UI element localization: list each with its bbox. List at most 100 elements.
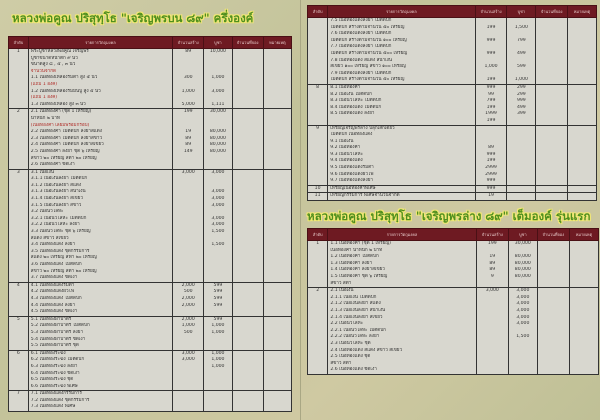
note: [262, 189, 293, 197]
column-header: บูชา: [507, 228, 538, 241]
item-number: [306, 70, 329, 78]
reserved: [231, 55, 264, 63]
table-row: (แถม 1 องค์): [8, 81, 293, 89]
price: [203, 343, 233, 351]
price: 80,000: [203, 129, 233, 136]
reserved: [536, 254, 570, 261]
table-row: สีแดง สีขาว สีเขียว: [8, 235, 293, 243]
note: [568, 239, 600, 248]
quantity: 19: [172, 129, 205, 136]
item-number: [8, 295, 29, 303]
quantity: 1,000: [172, 88, 205, 96]
note: [262, 248, 293, 256]
item-description: 7.2 เนื้อทองแดง ชุดกรรมการ: [27, 397, 174, 405]
item-description: 9.2 เนื้อทองคำ: [327, 145, 476, 152]
quantity: 89: [475, 267, 509, 274]
note: [262, 182, 293, 190]
reserved: [536, 321, 570, 328]
reserved: [231, 88, 264, 96]
note: [262, 329, 293, 337]
note: [567, 171, 597, 179]
column-header: หมายเหตุ: [262, 36, 293, 49]
quantity: [172, 68, 205, 76]
item-number: [8, 235, 29, 243]
quantity: [475, 340, 509, 348]
note: [567, 178, 597, 186]
quantity: [474, 138, 508, 146]
price: 1,500: [507, 334, 538, 341]
table-row: 10 เหรียญเนื้อทองคำพิเศษ 999: [306, 184, 597, 193]
quantity: 89: [474, 145, 508, 152]
item-description: 3.2 เนื้อนวโลหะ: [27, 209, 174, 216]
quantity: 89: [172, 47, 205, 56]
table-row: 1 พระบูชาหลวงพ่อคูณ เจริญพร 89 10,000: [8, 47, 293, 56]
item-number: [8, 329, 29, 337]
price: [203, 336, 233, 344]
price: 3,000: [507, 301, 538, 308]
item-description: 7.7 เนื้อทองแดงลงยา ไม่ตัดปีก: [327, 44, 476, 51]
price: [506, 158, 537, 166]
note: [262, 122, 293, 130]
reserved: [231, 404, 264, 413]
item-description: 3.6 เนื้อทองแดง ไม่ตัดปีก: [27, 262, 174, 269]
item-description: 3.1 เนื้อเงิน: [27, 168, 174, 177]
reserved: [536, 314, 570, 322]
item-number: [306, 247, 329, 255]
item-description: 5.2 เนื้อทองฝาบาตร ไม่ตัดปีก: [27, 323, 174, 330]
item-description: (แถม 1 องค์): [27, 81, 174, 89]
header-row: ลำดับ รายการวัตถุมงคล จำนวนสร้าง บูชา จำนวนท…: [306, 228, 600, 241]
price: 3,000: [203, 196, 233, 203]
item-number: [306, 360, 329, 368]
reserved: [231, 196, 264, 203]
column-header: บูชา: [506, 5, 537, 18]
quantity: [474, 70, 508, 78]
item-number: [306, 340, 329, 348]
item-number: [306, 151, 329, 159]
reserved: [535, 83, 569, 92]
reserved: [535, 31, 569, 38]
reserved: [536, 334, 570, 341]
table-row: 3.2.1 เนื้อนวโลหะ ไม่ตัดปีก 3,000: [8, 215, 293, 223]
quantity: 199: [474, 104, 508, 112]
quantity: [475, 321, 509, 328]
item-number: [8, 343, 29, 351]
item-number: [8, 182, 29, 190]
item-number: 11: [306, 192, 329, 202]
item-number: [8, 101, 29, 109]
item-number: [8, 309, 29, 317]
item-number: [8, 229, 29, 236]
reserved: [536, 280, 570, 288]
item-description: 3.5 เนื้อทองแดง ชุดกรรมการ: [27, 248, 174, 256]
quantity: [172, 182, 205, 190]
reserved: [231, 68, 264, 76]
item-number: 3: [8, 168, 29, 177]
table-row: (เนื้อทองคำ เลี่ยมพร้อมกรอบ): [8, 122, 293, 130]
note: [262, 95, 293, 102]
note: [567, 91, 597, 99]
reserved: [231, 383, 264, 391]
quantity: [475, 327, 509, 335]
price: 3,000: [507, 314, 538, 322]
note: [262, 343, 293, 351]
price: [506, 132, 537, 139]
item-number: [306, 57, 329, 65]
price: [203, 235, 233, 243]
item-description: 5.4 เนื้อทองฝาบาตร ขัดเงา: [27, 336, 174, 344]
table-row: 1.3 เนื้อทองคำ ลงยา 89 80,000: [306, 260, 600, 268]
left-title: หลวงพ่อคูณ ปริสุทฺโธ "เจริญพรบน ๘๙" ครึ่…: [12, 11, 254, 25]
note: [568, 294, 600, 302]
quantity: 999: [474, 83, 508, 92]
price: [506, 151, 537, 159]
quantity: [474, 31, 508, 38]
price: 3,000: [203, 215, 233, 223]
price: [203, 262, 233, 269]
item-number: [306, 44, 329, 51]
item-description: 8.5 เนื้อทองแดง ลงยา: [327, 111, 476, 118]
table-row: 3.4 เนื้อทองแดง ลงยา 1,500: [8, 242, 293, 249]
item-number: [306, 321, 329, 328]
item-number: [8, 383, 29, 391]
price: [506, 57, 537, 65]
reserved: [535, 24, 569, 32]
item-number: [8, 268, 29, 276]
reserved: [536, 360, 570, 368]
